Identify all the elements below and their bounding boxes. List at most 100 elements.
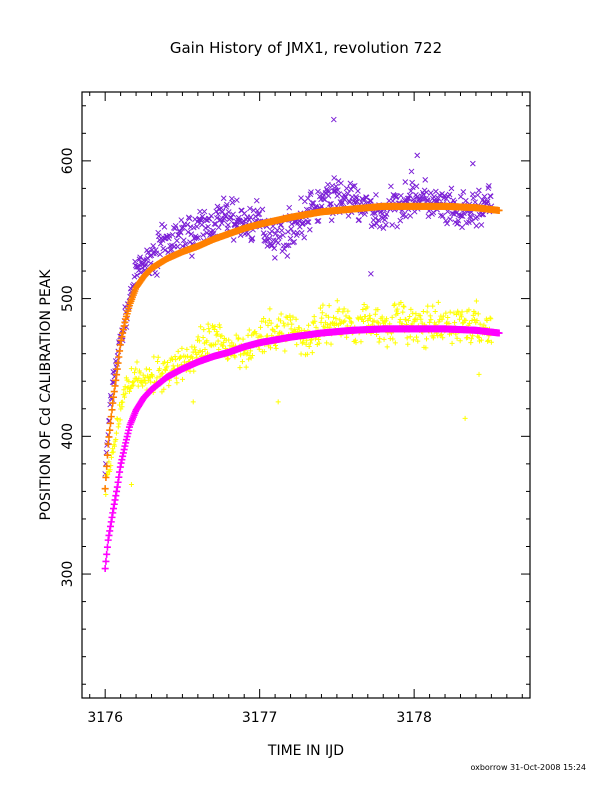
yellow-plus-point	[173, 375, 179, 381]
purple-x-point	[219, 208, 226, 215]
yellow-plus-point	[191, 368, 197, 374]
purple-x-point	[215, 224, 222, 231]
purple-x-point	[142, 263, 148, 269]
purple-x-point	[461, 210, 467, 217]
purple-x-point	[404, 195, 411, 202]
purple-x-point	[247, 205, 253, 212]
yellow-plus-point	[470, 333, 476, 339]
yellow-plus-point	[283, 314, 289, 320]
purple-x-point	[222, 213, 229, 220]
yellow-plus-point	[452, 320, 458, 326]
yellow-plus-point	[334, 298, 340, 304]
yellow-plus-point	[374, 331, 380, 337]
yellow-plus-point	[432, 309, 438, 315]
yellow-plus-point	[384, 316, 390, 322]
yellow-plus-point	[150, 373, 156, 379]
yellow-plus-point	[195, 334, 201, 340]
purple-x-point	[389, 222, 396, 228]
x-tick-label: 3176	[87, 710, 123, 726]
yellow-plus-point	[392, 340, 398, 346]
yellow-plus-point	[154, 375, 160, 381]
x-axis-label: TIME IN IJD	[267, 743, 344, 759]
purple-x-point	[223, 201, 230, 208]
yellow-plus-point	[319, 310, 325, 316]
yellow-plus-point	[165, 360, 171, 366]
footer-credit: oxborrow 31-Oct-2008 15:24	[470, 763, 586, 772]
yellow-plus-point	[403, 317, 409, 323]
yellow-plus-point	[274, 323, 280, 329]
purple-x-point	[393, 193, 400, 200]
purple-x-point	[352, 199, 359, 205]
purple-x-point	[368, 198, 374, 204]
purple-x-point	[383, 211, 390, 217]
yellow-plus-point	[324, 340, 330, 346]
yellow-plus-point	[216, 322, 222, 328]
purple-x-point	[315, 217, 322, 224]
purple-x-point	[459, 213, 466, 220]
yellow-plus-point	[374, 319, 380, 325]
purple-x-point	[481, 193, 488, 200]
purple-x-point	[274, 227, 281, 234]
yellow-plus-point	[425, 303, 431, 309]
purple-x-point	[180, 237, 187, 244]
yellow-plus-point	[341, 306, 347, 312]
chart-title: Gain History of JMX1, revolution 722	[170, 39, 442, 57]
orange-fit-point	[495, 206, 503, 214]
purple-x-point	[453, 210, 460, 216]
yellow-plus-point	[437, 317, 443, 323]
purple-x-point	[376, 223, 383, 230]
yellow-plus-point	[155, 359, 161, 365]
yellow-plus-point	[147, 374, 153, 380]
yellow-plus-point	[116, 421, 122, 427]
purple-x-point	[214, 203, 221, 210]
purple-x-point	[371, 210, 378, 216]
yellow-plus-point	[161, 386, 167, 392]
y-axis-label: POSITION OF Cd CALIBRATION PEAK	[38, 269, 54, 521]
yellow-plus-point	[399, 321, 405, 327]
purple-x-point	[225, 222, 231, 228]
orange-fit-point	[103, 462, 111, 470]
yellow-plus-point	[308, 337, 314, 343]
orange-fit-point	[109, 399, 117, 407]
yellow-plus-point	[459, 309, 465, 315]
yellow-plus-point	[439, 316, 445, 322]
yellow-plus-point	[404, 335, 410, 341]
purple-x-point	[476, 187, 482, 194]
yellow-plus-point	[220, 343, 226, 349]
yellow-plus-point	[405, 317, 411, 323]
yellow-plus-point	[468, 340, 474, 346]
yellow-plus-point	[108, 454, 114, 460]
yellow-plus-point	[126, 378, 132, 384]
yellow-plus-point	[477, 321, 483, 327]
y-tick-label: 400	[60, 423, 76, 450]
yellow-plus-point	[155, 354, 161, 360]
purple-x-point	[148, 252, 155, 259]
purple-x-point	[398, 192, 404, 199]
yellow-plus-point	[394, 306, 400, 312]
yellow-plus-point	[400, 303, 406, 309]
yellow-plus-point	[130, 382, 136, 388]
yellow-plus-point	[336, 306, 342, 312]
yellow-plus-point	[268, 345, 274, 351]
yellow-plus-point	[181, 359, 187, 365]
yellow-plus-point	[413, 311, 419, 317]
yellow-plus-point	[279, 330, 285, 336]
orange-fit-point	[114, 359, 122, 367]
yellow-plus-point	[324, 322, 330, 328]
purple-x-point	[388, 183, 394, 190]
purple-x-point	[247, 214, 254, 221]
purple-x-point	[373, 191, 379, 198]
yellow-plus-point	[362, 314, 368, 320]
yellow-plus-point	[467, 320, 473, 326]
yellow-plus-point	[303, 341, 309, 347]
purple-x-point	[229, 199, 236, 206]
yellow-plus-point	[476, 371, 482, 377]
purple-x-point	[213, 208, 220, 215]
purple-x-point	[269, 242, 276, 249]
purple-x-point	[330, 116, 337, 123]
yellow-plus-point	[122, 394, 128, 400]
purple-x-point	[469, 160, 476, 167]
purple-x-point	[214, 215, 220, 221]
yellow-plus-point	[317, 305, 323, 311]
yellow-plus-point	[192, 347, 198, 353]
